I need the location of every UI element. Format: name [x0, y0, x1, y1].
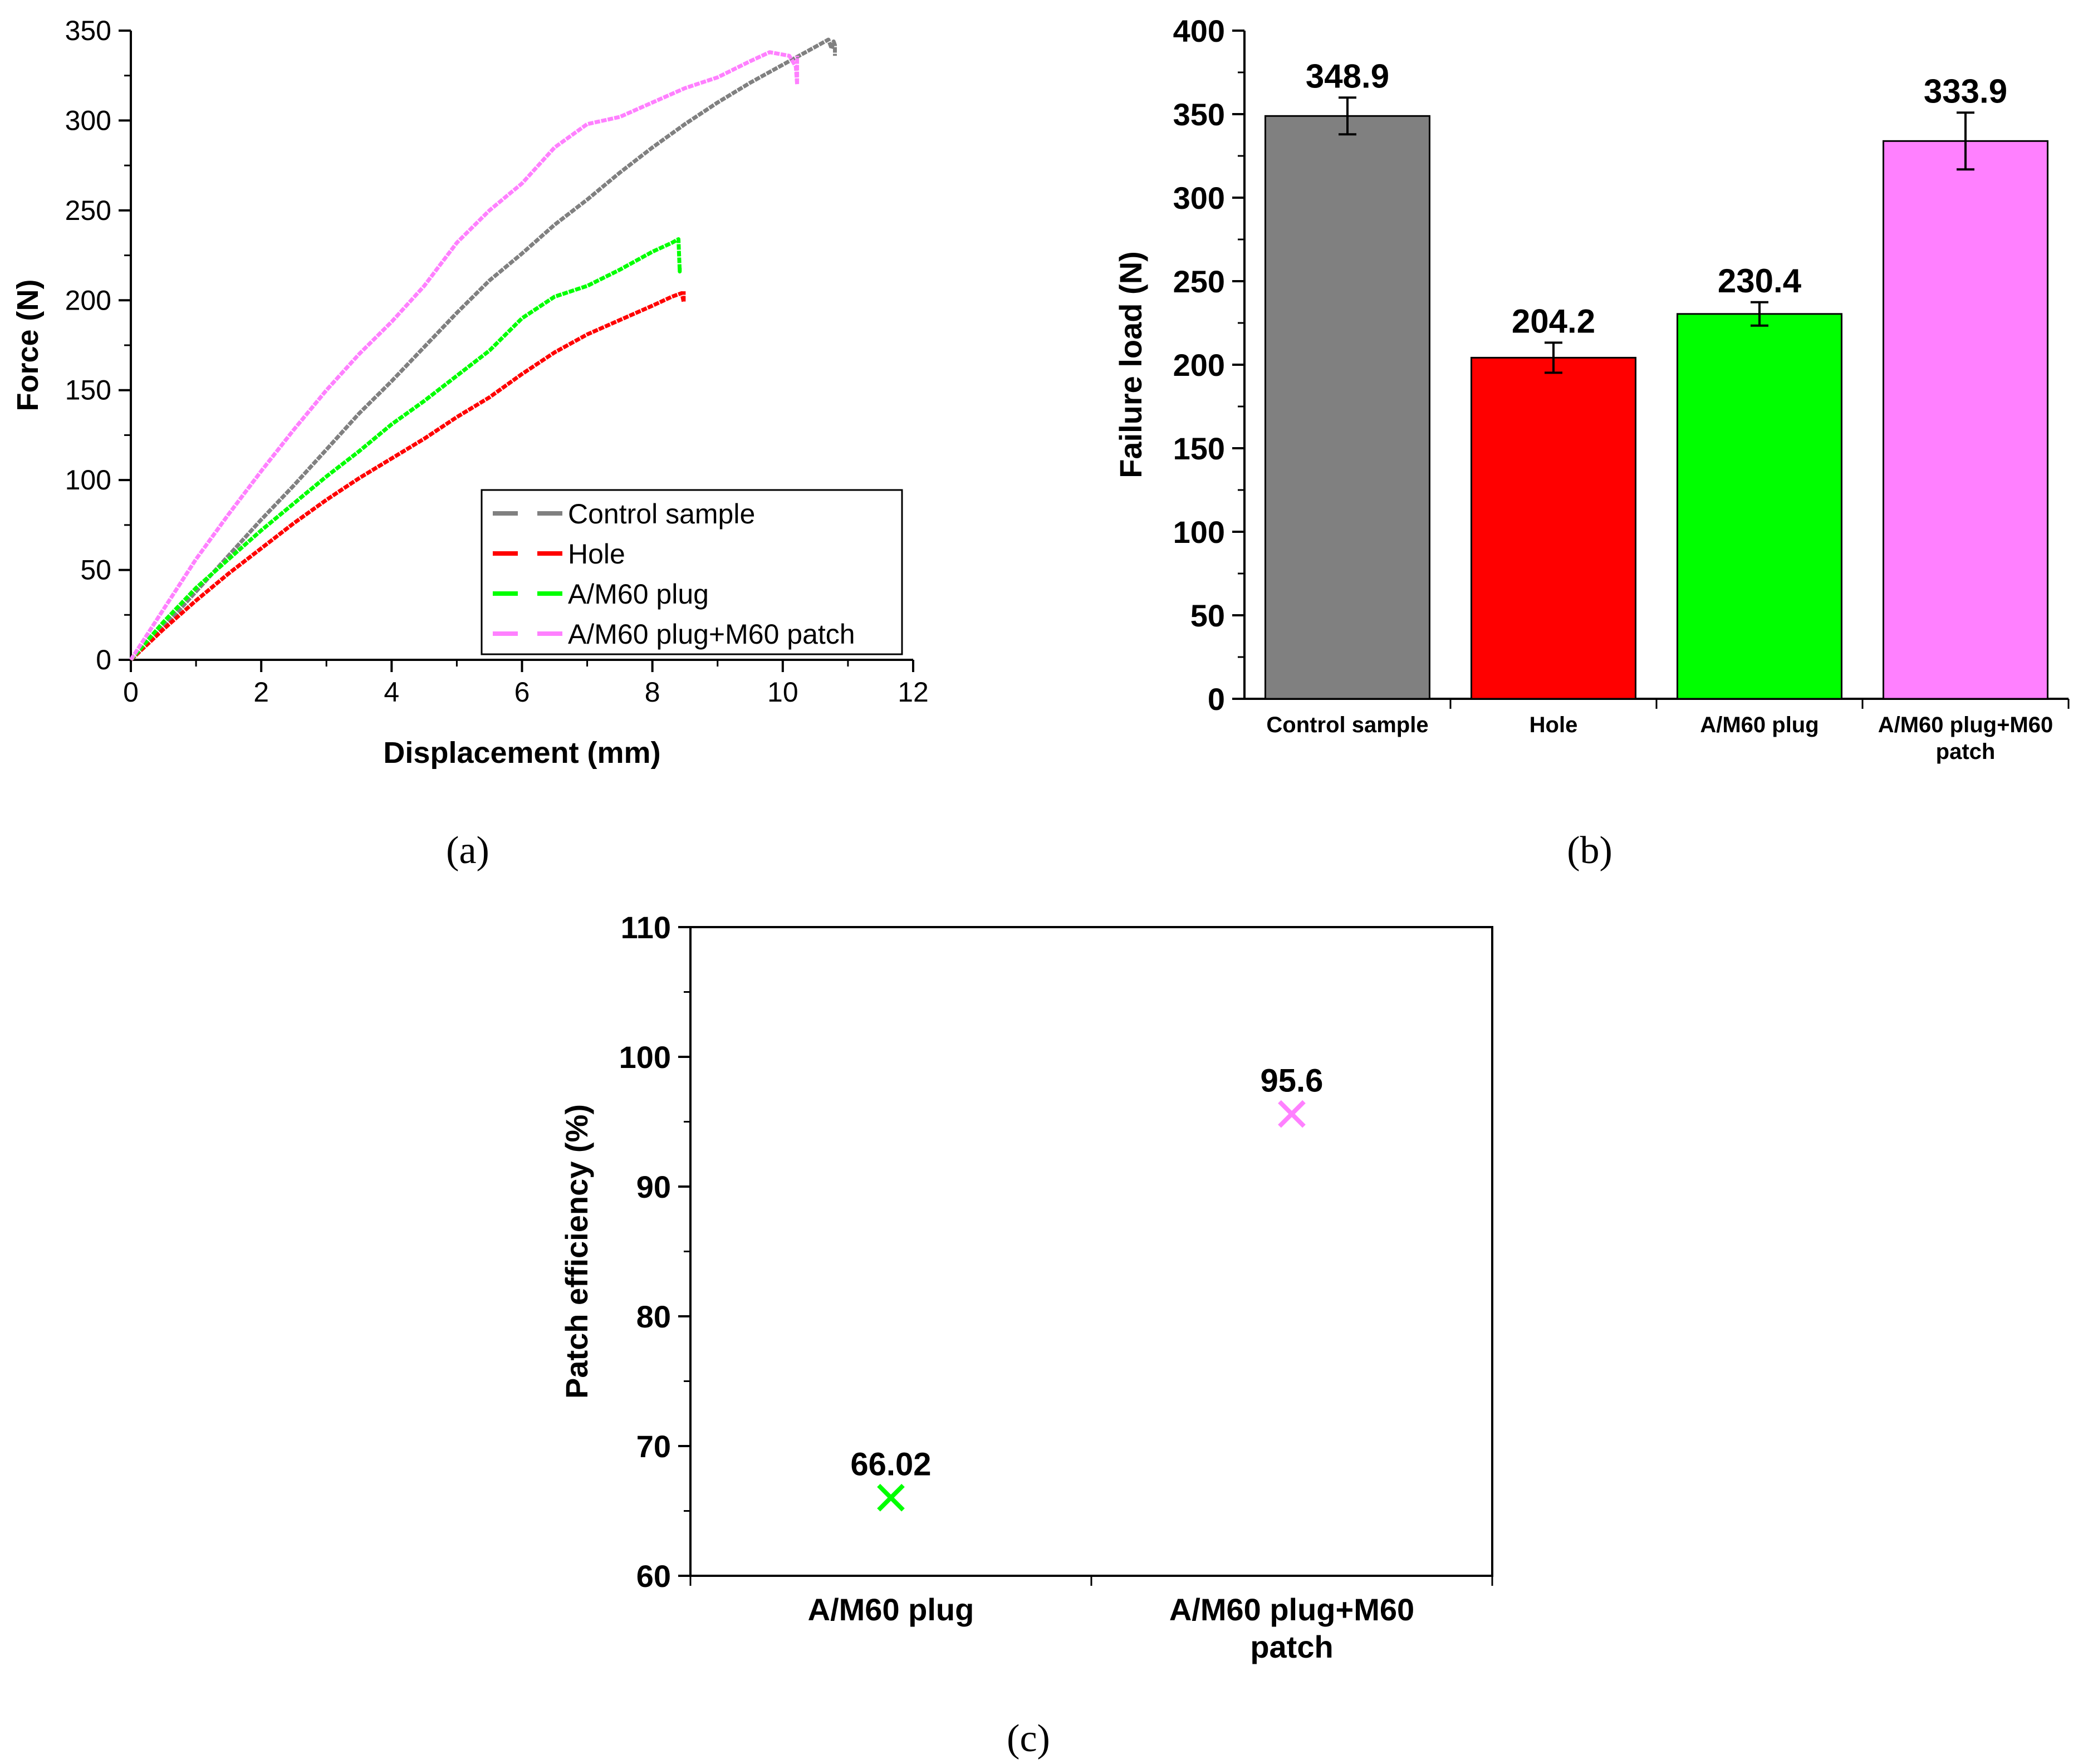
y-tick-label: 300: [1173, 180, 1225, 215]
x-tick-label: A/M60 plug+M60 patch: [1169, 1592, 1414, 1664]
series-line-3: [129, 237, 682, 661]
data-label: 333.9: [1924, 72, 2007, 110]
legend-label: Control sample: [568, 498, 755, 530]
legend-box: [481, 489, 903, 655]
y-tick-label: 50: [80, 555, 111, 586]
y-tick-label: 50: [1190, 598, 1225, 633]
plot-frame: [689, 926, 1493, 1577]
x-tick-label-line: A/M60 plug+M60: [1169, 1592, 1414, 1627]
x-tick-label-line: patch: [1250, 1629, 1333, 1664]
y-axis-title: Failure load (N): [1113, 251, 1148, 478]
y-tick-label: 150: [1173, 431, 1225, 466]
panel-label-a: (a): [446, 829, 489, 872]
y-tick-label: 350: [65, 15, 111, 46]
y-tick-label: 250: [65, 195, 111, 226]
panel-a-line-chart: 0 50 100 150 200 250 300 350 0 2 4 6 8 10 12 Displaceme…: [11, 15, 929, 872]
y-tick-label: 100: [1173, 514, 1225, 550]
series-line-2: [129, 291, 686, 661]
y-tick-label: 90: [636, 1169, 671, 1204]
legend-label: A/M60 plug+M60 patch: [568, 619, 855, 650]
x-tick-label: 12: [898, 677, 929, 708]
data-label: 230.4: [1718, 262, 1802, 300]
y-tick-label: 300: [65, 105, 111, 136]
panel-c-scatter-chart: 60 70 80 90 100 110 Patch efficiency (%) 66.02 A…: [559, 910, 1493, 1760]
y-tick-label: 0: [96, 644, 111, 675]
x-tick-label: 6: [514, 677, 530, 708]
x-tick-label: 0: [123, 677, 139, 708]
y-axis-title: Force (N): [11, 279, 45, 411]
y-tick-label: 100: [619, 1040, 671, 1075]
data-point-1: [877, 1483, 905, 1512]
panel-label-c: (c): [1007, 1717, 1050, 1760]
x-tick-label: A/M60 plug+M60 patch: [1878, 713, 2053, 764]
data-label: 348.9: [1306, 57, 1389, 95]
bar-1: [1264, 115, 1430, 700]
y-tick-label: 60: [636, 1559, 671, 1594]
x-tick-label: Hole: [1530, 713, 1578, 737]
y-tick-label: 200: [1173, 347, 1225, 383]
bar-3: [1677, 313, 1842, 700]
y-tick-label: 0: [1208, 682, 1225, 717]
data-point-2: [1278, 1100, 1306, 1128]
x-tick-label: A/M60 plug: [1700, 713, 1819, 737]
y-tick-label: 150: [65, 375, 111, 406]
panel-label-b: (b): [1567, 829, 1612, 872]
x-tick-label: 2: [253, 677, 269, 708]
series-line-1: [129, 37, 837, 661]
y-tick-label: 100: [65, 464, 111, 496]
y-tick-label: 110: [621, 910, 671, 945]
x-tick-label-line: patch: [1936, 739, 1996, 764]
series-line-4: [129, 50, 800, 661]
x-tick-label: Control sample: [1266, 713, 1428, 737]
x-tick-label: 8: [645, 677, 660, 708]
y-axis-title: Patch efficiency (%): [559, 1104, 594, 1399]
x-tick-label-line: A/M60 plug+M60: [1878, 713, 2053, 737]
y-tick-label: 400: [1173, 13, 1225, 48]
data-label: 204.2: [1512, 302, 1595, 340]
data-label: 95.6: [1261, 1063, 1324, 1099]
x-tick-label: A/M60 plug: [808, 1592, 974, 1627]
panel-b-bar-chart: 0 50 100 150 200 250 300 350 400 Failure load (N)…: [1113, 13, 2070, 872]
y-tick-label: 350: [1173, 97, 1225, 132]
y-tick-label: 250: [1173, 264, 1225, 299]
y-tick-label: 200: [65, 285, 111, 316]
data-label: 66.02: [850, 1447, 931, 1483]
y-tick-label: 70: [636, 1429, 671, 1464]
bar-4: [1883, 140, 2048, 700]
x-axis-title: Displacement (mm): [383, 736, 660, 770]
x-tick-label: 10: [767, 677, 798, 708]
y-tick-label: 80: [636, 1299, 671, 1334]
legend-label: Hole: [568, 538, 625, 570]
bar-2: [1471, 356, 1636, 700]
x-tick-label: 4: [384, 677, 399, 708]
legend-label: A/M60 plug: [568, 579, 709, 610]
